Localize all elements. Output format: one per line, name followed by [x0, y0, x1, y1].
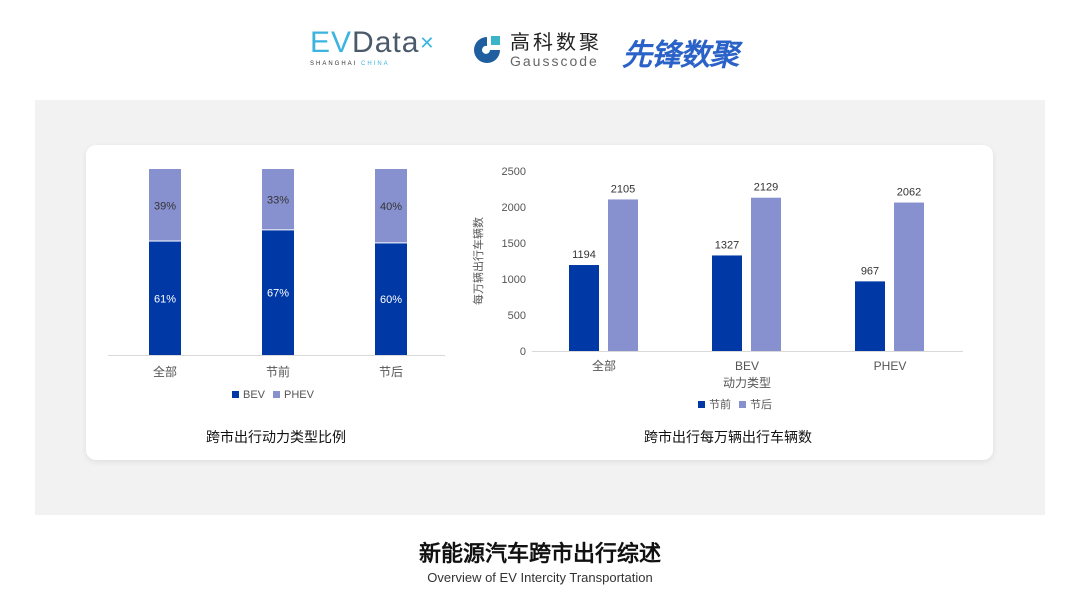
gausscode-mark-icon	[474, 36, 500, 63]
y-tick-label: 1000	[502, 274, 526, 286]
page-title: 新能源汽车跨市出行综述	[418, 541, 661, 566]
bar-bev	[375, 243, 407, 355]
legend-swatch-bev	[232, 391, 239, 398]
data-label-bev: 67%	[267, 288, 289, 300]
bar-before	[569, 265, 599, 351]
x-axis-title: 动力类型	[723, 376, 771, 390]
bar-after	[751, 197, 781, 351]
y-tick-label: 1500	[502, 238, 526, 250]
x-tick-label: 全部	[592, 358, 616, 373]
legend-label-after: 节后	[750, 398, 772, 411]
chart-card	[86, 145, 993, 460]
y-tick-label: 0	[520, 346, 526, 358]
chart-title: 跨市出行动力类型比例	[206, 429, 346, 445]
x-tick-label: BEV	[735, 359, 759, 373]
legend-swatch-before	[698, 401, 705, 408]
legend-label-before: 节前	[709, 397, 731, 411]
x-tick-label: 节前	[266, 364, 290, 379]
chart-title: 跨市出行每万辆出行车辆数	[644, 429, 812, 445]
xianfeng-logo: 先锋数聚	[622, 39, 739, 72]
gausscode-logo: 高科数聚 Gausscode	[470, 32, 602, 68]
x-tick-label: 全部	[153, 364, 177, 379]
data-label: 2129	[754, 182, 778, 194]
bar-phev	[375, 169, 407, 243]
data-label-phev: 33%	[267, 195, 289, 207]
bar-phev	[262, 169, 294, 230]
data-label-bev: 61%	[154, 293, 176, 305]
bar-bev	[149, 241, 181, 355]
logo-bar: EVData✕ SHANGHAI CHINA 高科数聚 Gausscode 先锋数…	[0, 24, 1080, 74]
data-label: 1327	[715, 239, 739, 251]
data-label: 967	[861, 265, 879, 277]
bar-phev	[149, 169, 181, 241]
y-tick-label: 2000	[502, 202, 526, 214]
legend-label-phev: PHEV	[284, 389, 315, 401]
data-label-phev: 40%	[380, 201, 402, 213]
x-tick-label: 节后	[379, 365, 403, 379]
bar-bev	[262, 230, 294, 355]
evdata-logo: EVData✕ SHANGHAI CHINA	[310, 26, 436, 68]
y-axis-title: 每万辆出行车辆数	[471, 217, 485, 305]
legend-swatch-phev	[273, 391, 280, 398]
data-label: 1194	[572, 249, 596, 261]
legend-swatch-after	[739, 401, 746, 408]
data-label-bev: 60%	[380, 294, 402, 306]
bar-before	[855, 281, 885, 351]
legend-label-bev: BEV	[243, 389, 266, 401]
page-subtitle: Overview of EV Intercity Transportation	[427, 570, 653, 585]
x-mark-icon: ✕	[419, 33, 436, 53]
bar-before	[712, 255, 742, 351]
data-label-phev: 39%	[154, 200, 176, 212]
bar-after	[608, 199, 638, 351]
y-tick-label: 2500	[502, 166, 526, 178]
data-label: 2062	[897, 187, 921, 199]
x-tick-label: PHEV	[874, 359, 907, 373]
y-tick-label: 500	[508, 310, 526, 322]
bar-after	[894, 202, 924, 351]
data-label: 2105	[611, 183, 635, 195]
